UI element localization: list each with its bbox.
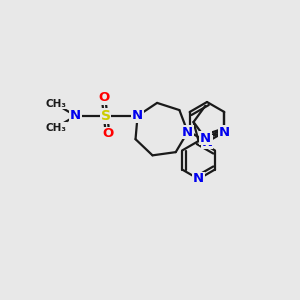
- Text: CH₃: CH₃: [45, 123, 66, 133]
- Text: CH₃: CH₃: [45, 99, 66, 109]
- Text: N: N: [70, 110, 81, 122]
- Text: N: N: [182, 125, 193, 139]
- Text: S: S: [100, 109, 111, 123]
- Text: N: N: [219, 125, 230, 139]
- Text: N: N: [219, 125, 230, 139]
- Text: O: O: [102, 128, 113, 140]
- Text: N: N: [193, 172, 204, 185]
- Text: O: O: [98, 92, 109, 104]
- Text: N: N: [200, 132, 211, 145]
- Text: N: N: [201, 136, 213, 148]
- Text: N: N: [132, 110, 143, 122]
